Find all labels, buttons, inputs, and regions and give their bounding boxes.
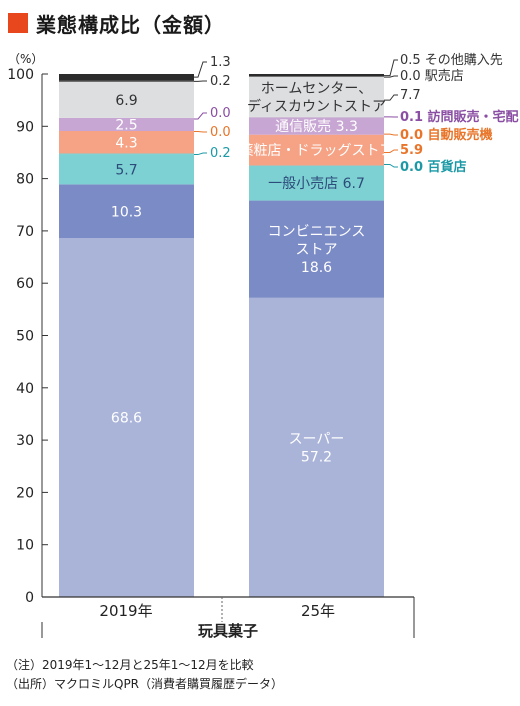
- annotation-leader-line: [194, 112, 207, 120]
- chart-title: 業態構成比（金額）: [36, 12, 225, 37]
- y-tick-label: 80: [16, 172, 34, 188]
- bar-segment-cvs: [249, 200, 384, 298]
- annotation-leader-line: [384, 149, 398, 153]
- bar-data-label: ホームセンター、: [261, 81, 372, 97]
- bar-segment-general: [59, 154, 194, 185]
- bar-data-label: コンビニエンス: [268, 224, 366, 240]
- chart-title-block: 業態構成比（金額）: [8, 8, 225, 38]
- y-tick-label: 20: [16, 485, 34, 501]
- annotation-label: 0.2: [210, 74, 231, 89]
- bar-segment-other: [249, 74, 384, 77]
- annotation-leader-line: [384, 163, 398, 168]
- annotation-label: 1.3: [210, 55, 231, 70]
- footnote-note: （注）2019年1～12月と25年1～12月を比較: [6, 658, 254, 672]
- y-tick-label: 50: [16, 329, 34, 345]
- bar-segment-direct: [59, 117, 194, 132]
- bar-data-label: 18.6: [301, 260, 332, 276]
- bar-data-label: 5.7: [115, 162, 137, 178]
- bar-data-label: 10.3: [111, 204, 142, 220]
- bar-segment-homecenter: [249, 76, 384, 117]
- y-tick-label: 30: [16, 433, 34, 449]
- bar-segment-drug: [59, 131, 194, 154]
- x-group-label: 玩具菓子: [198, 622, 258, 640]
- y-axis-unit-label: （%）: [8, 52, 43, 66]
- footnote-source: （出所）マクロミルQPR（消費者購買履歴データ）: [6, 677, 284, 691]
- bar-data-label: 4.3: [115, 135, 137, 151]
- y-tick-label: 70: [16, 224, 34, 240]
- annotation-label: 0.0: [210, 125, 231, 140]
- bar-segment-cvs: [59, 184, 194, 239]
- bar-segment-dept: [59, 153, 194, 155]
- x-category-label: 2019年: [99, 602, 152, 620]
- annotation-leader-line: [384, 133, 398, 136]
- annotation-label: 0.0: [210, 106, 231, 121]
- y-tick-label: 60: [16, 276, 34, 292]
- bar-data-label: ストア: [296, 242, 338, 258]
- annotation-leader-line: [384, 59, 398, 77]
- bar-data-label: 通信販売 3.3: [275, 119, 358, 135]
- bar-segment-homecenter: [59, 81, 194, 118]
- y-tick-label: 90: [16, 119, 34, 135]
- y-tick-label: 0: [25, 590, 34, 606]
- title-marker-icon: [8, 13, 28, 33]
- annotation-leader-line: [384, 75, 398, 78]
- bar-data-label: 2.5: [115, 117, 137, 133]
- annotation-label: 0.1 訪問販売・宅配: [400, 109, 519, 125]
- x-category-label: 25年: [301, 602, 335, 620]
- annotation-label: 5.9: [400, 143, 423, 158]
- bar-segment-super: [249, 297, 384, 597]
- bar-segment-direct: [249, 117, 384, 135]
- annotation-leader-line: [384, 94, 398, 101]
- annotation-label: 0.5 その他購入先: [400, 53, 503, 68]
- y-tick-label: 40: [16, 381, 34, 397]
- annotation-label: 7.7: [400, 88, 421, 103]
- bar-data-label: 一般小売店 6.7: [268, 176, 365, 192]
- bar-data-label: ディスカウントストア: [247, 98, 386, 115]
- bar-segment-visit: [249, 116, 384, 118]
- y-tick-label: 100: [7, 67, 34, 83]
- annotation-label: 0.0 百貨店: [400, 159, 467, 175]
- bar-data-label: 6.9: [115, 93, 137, 109]
- bar-segment-super: [59, 238, 194, 598]
- bar-data-label: 57.2: [301, 449, 332, 465]
- footnotes: （注）2019年1～12月と25年1～12月を比較 （出所）マクロミルQPR（消…: [6, 656, 283, 694]
- y-tick-label: 10: [16, 538, 34, 554]
- bar-segment-other: [59, 74, 194, 81]
- annotation-label: 0.2: [210, 146, 231, 161]
- annotation-label: 0.0 自動販売機: [400, 127, 493, 143]
- annotation-leader-line: [194, 152, 207, 156]
- bar-data-label: 68.6: [111, 411, 142, 427]
- bar-segment-general: [249, 165, 384, 201]
- annotation-label: 0.0 駅売店: [400, 68, 464, 84]
- bar-segment-station: [59, 80, 194, 82]
- bar-data-label: スーパー: [289, 431, 345, 447]
- bar-segment-drug: [249, 134, 384, 166]
- bar-data-label: 薬粧店・ドラッグストア: [240, 143, 394, 159]
- annotation-leader-line: [194, 61, 207, 78]
